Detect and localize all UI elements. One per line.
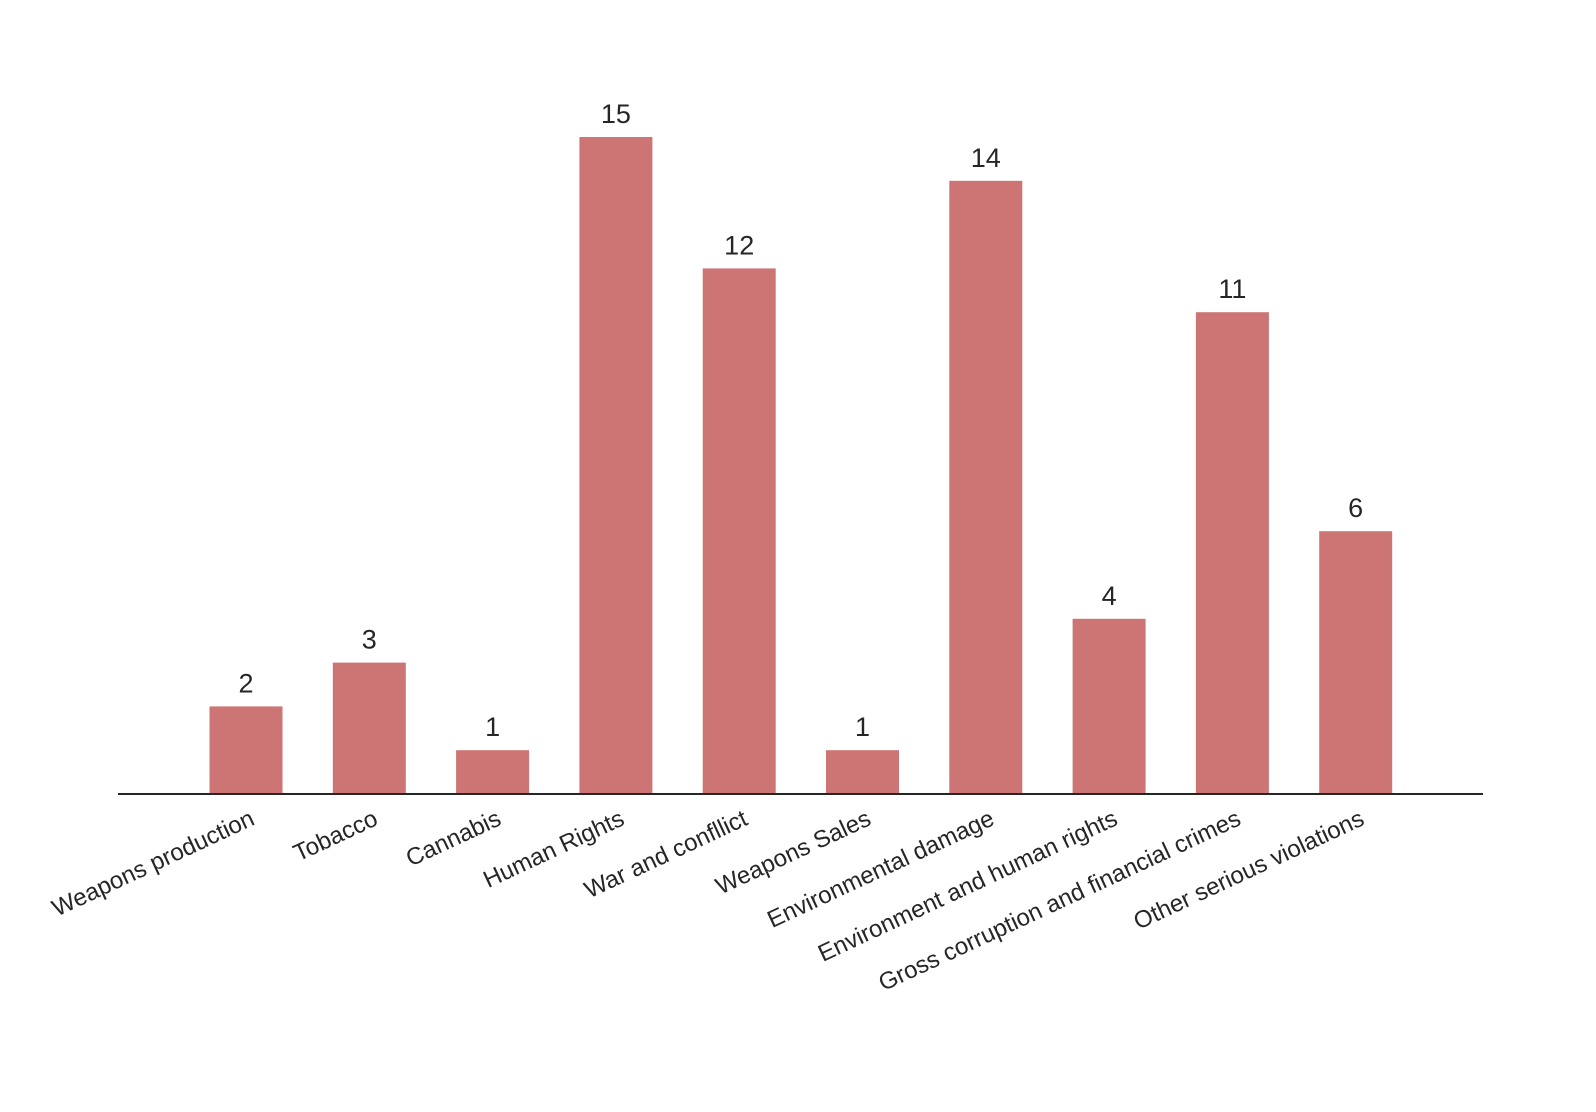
bar-value-label: 14 — [971, 143, 1001, 173]
bar — [949, 180, 1023, 795]
bar-value-label: 15 — [601, 99, 631, 129]
bar — [1195, 312, 1269, 794]
x-tick-label: Tobacco — [289, 805, 381, 867]
bar — [456, 750, 530, 794]
bar — [1072, 618, 1146, 794]
bar-value-label: 1 — [855, 712, 870, 742]
x-tick-label: Cannabis — [402, 805, 505, 872]
x-tick-label: Other serious violations — [1130, 805, 1369, 935]
bar — [1319, 531, 1393, 794]
bar-value-label: 11 — [1218, 274, 1246, 304]
bar — [209, 706, 283, 794]
bar-value-label: 4 — [1102, 581, 1117, 611]
value-labels-group: 2 3 1 15 12 1 14 4 11 6 — [238, 99, 1363, 742]
bar — [826, 750, 899, 794]
bar-value-label: 1 — [485, 712, 500, 742]
x-tick-label: Weapons production — [48, 805, 259, 922]
bar — [332, 662, 406, 794]
bar-value-label: 3 — [362, 625, 377, 655]
bar-value-label: 6 — [1348, 493, 1363, 523]
bar-value-label: 12 — [724, 230, 754, 260]
bar — [579, 137, 653, 794]
bar — [702, 268, 776, 794]
bars-group — [209, 137, 1393, 795]
bar-value-label: 2 — [238, 668, 253, 698]
